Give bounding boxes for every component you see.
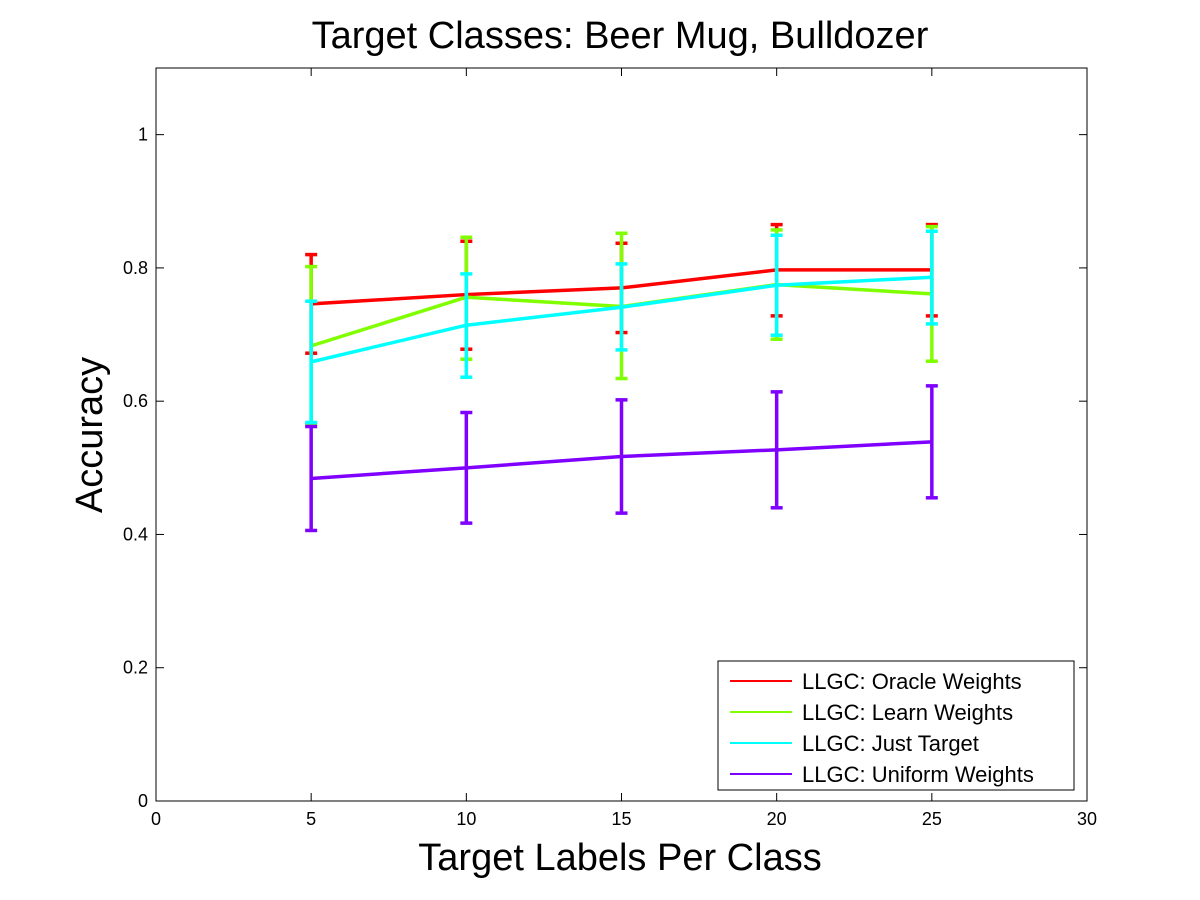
y-tick-label: 0 — [138, 791, 148, 811]
x-tick-label: 30 — [1077, 809, 1097, 829]
x-axis-ticks: 0 5 10 15 20 25 30 — [151, 68, 1097, 829]
legend: LLGC: Oracle Weights LLGC: Learn Weights L… — [717, 660, 1075, 791]
legend-label: LLGC: Oracle Weights — [802, 669, 1022, 694]
series-line — [310, 275, 932, 364]
x-tick-label: 10 — [456, 809, 476, 829]
y-axis-ticks: 0 0.2 0.4 0.6 0.8 1 — [123, 125, 1087, 811]
y-axis-label: Accuracy — [69, 357, 111, 513]
y-tick-label: 0.6 — [123, 391, 148, 411]
series-3 — [305, 229, 938, 425]
series-layer — [305, 222, 938, 533]
legend-label: LLGC: Uniform Weights — [802, 762, 1034, 787]
y-tick-label: 0.8 — [123, 258, 148, 278]
series-4 — [305, 384, 938, 533]
x-tick-label: 15 — [611, 809, 631, 829]
legend-label: LLGC: Just Target — [802, 731, 979, 756]
legend-box — [717, 660, 1075, 791]
series-line — [311, 440, 932, 481]
x-tick-label: 0 — [151, 809, 161, 829]
y-tick-label: 0.2 — [123, 658, 148, 678]
x-tick-label: 25 — [922, 809, 942, 829]
legend-label: LLGC: Learn Weights — [802, 700, 1013, 725]
x-tick-label: 20 — [767, 809, 787, 829]
y-tick-label: 1 — [138, 125, 148, 145]
chart-title: Target Classes: Beer Mug, Bulldozer — [312, 15, 929, 57]
x-axis-label: Target Labels Per Class — [418, 837, 821, 879]
x-tick-label: 5 — [306, 809, 316, 829]
y-tick-label: 0.4 — [123, 524, 148, 544]
